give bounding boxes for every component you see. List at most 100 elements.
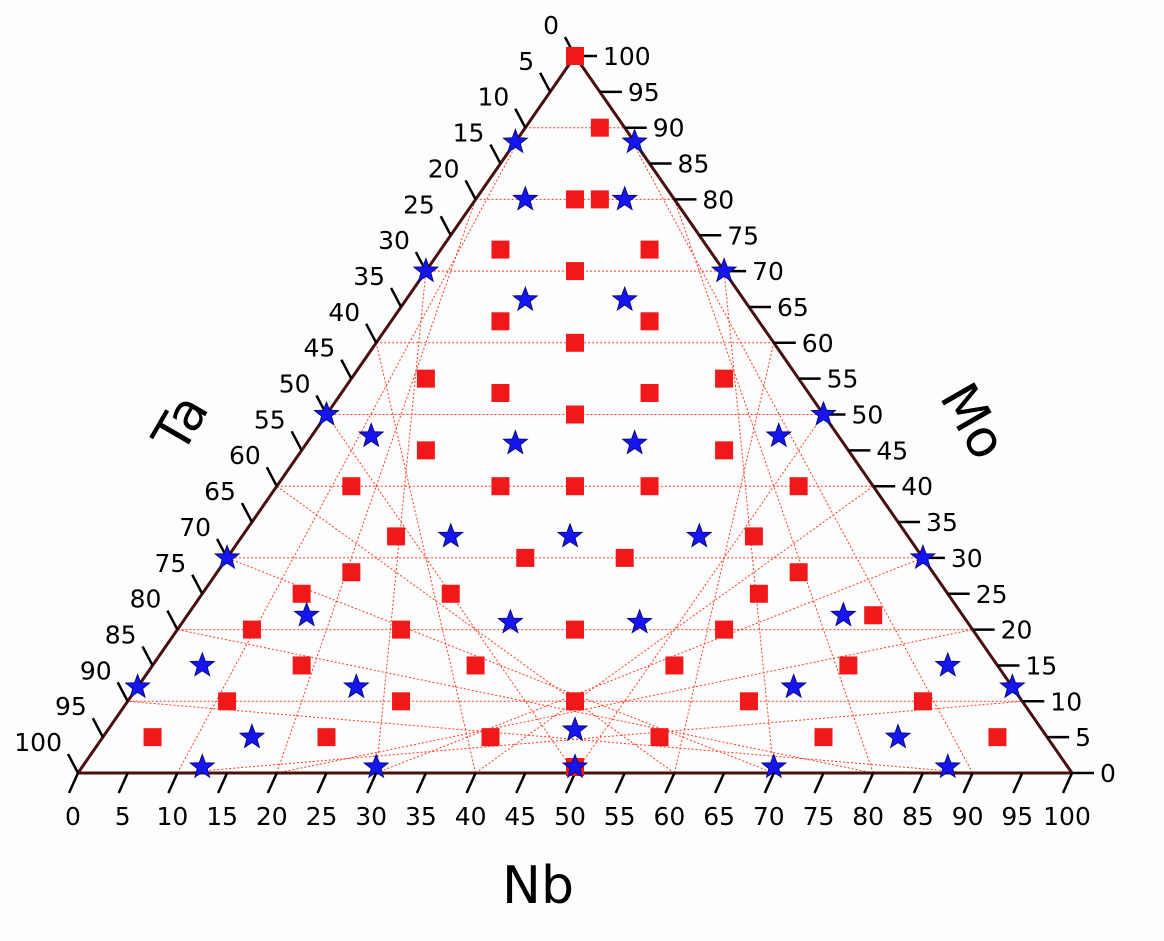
data-point-square [392, 692, 411, 711]
tick-label-bottom: 75 [803, 802, 835, 831]
tick-label-right: 20 [1001, 616, 1033, 645]
tick-left [66, 753, 80, 774]
data-point-star [362, 753, 390, 779]
tick-label-left: 85 [105, 620, 137, 649]
tick-label-right: 80 [702, 185, 734, 214]
tick-left [290, 430, 303, 451]
gridline-diagonal-down [673, 342, 775, 774]
tick-label-left: 5 [518, 47, 534, 76]
tick-label-right: 75 [727, 221, 759, 250]
tick-label-left: 0 [543, 11, 559, 40]
gridline-diagonal-up [226, 557, 774, 774]
data-point-star [343, 673, 370, 699]
data-point-star [437, 522, 464, 548]
tick-label-bottom: 95 [1001, 802, 1033, 831]
data-point-star [313, 400, 340, 426]
tick-label-left: 10 [477, 83, 509, 112]
tick-bottom [863, 772, 875, 794]
tick-label-left: 80 [130, 585, 162, 614]
data-point-star [626, 608, 653, 634]
data-point-square [416, 441, 435, 460]
axis-title-mo: Mo [928, 373, 1018, 469]
data-point-square [566, 47, 584, 65]
data-point-star [621, 128, 648, 154]
tick-label-right: 95 [628, 78, 660, 107]
gridline-diagonal-down [574, 414, 824, 774]
grid [127, 127, 1023, 774]
data-point-square [749, 584, 768, 603]
tick-bottom [415, 772, 428, 794]
tick-label-right: 45 [876, 436, 908, 465]
data-point-star [909, 543, 937, 570]
tick-label-bottom: 0 [65, 802, 81, 831]
tick-label-left: 25 [403, 190, 435, 219]
tick-bottom [962, 772, 974, 794]
data-point-star [512, 285, 539, 312]
tick-left [389, 287, 403, 308]
data-point-star [934, 753, 961, 779]
tick-label-bottom: 70 [753, 802, 785, 831]
tick-label-bottom: 40 [455, 802, 487, 831]
tick-label-left: 90 [80, 656, 112, 685]
tick-labels: 0005551010101515152020202525253030303535… [14, 11, 1116, 831]
tick-left [265, 466, 278, 487]
data-point-square [640, 477, 659, 496]
tick-label-bottom: 90 [952, 802, 984, 831]
tick-bottom [564, 772, 577, 794]
tick-bottom [912, 772, 925, 794]
data-point-star [686, 522, 713, 548]
tick-label-bottom: 35 [405, 802, 437, 831]
tick-label-bottom: 60 [653, 802, 685, 831]
data-point-square [650, 728, 669, 747]
tick-label-left: 40 [328, 298, 360, 327]
data-point-square [481, 728, 500, 747]
gridline-diagonal-down [673, 199, 874, 774]
tick-label-bottom: 25 [306, 802, 338, 831]
tick-label-right: 55 [827, 365, 859, 394]
data-point-square [590, 190, 609, 209]
tick-label-right: 35 [926, 508, 958, 537]
data-point-square [416, 369, 435, 388]
data-point-star [934, 651, 961, 677]
tick-label-bottom: 20 [256, 802, 288, 831]
axis-title-ta: Ta [141, 385, 221, 464]
data-point-star [884, 723, 912, 749]
tick-label-left: 50 [279, 370, 311, 399]
tick-left [141, 645, 154, 667]
data-point-square [317, 728, 336, 747]
gridline-diagonal-up [127, 700, 973, 774]
gridline-diagonal-up [276, 485, 675, 774]
tick-left [464, 179, 477, 200]
tick-label-right: 100 [603, 42, 651, 71]
data-point-star [611, 285, 638, 312]
tick-bottom [763, 772, 775, 794]
data-point-star [124, 673, 151, 699]
tick-label-bottom: 15 [206, 802, 238, 831]
gridline-diagonal-down [475, 485, 874, 774]
data-point-square [292, 584, 311, 603]
data-point-square [491, 383, 510, 402]
tick-left [91, 717, 104, 738]
data-point-square [441, 584, 460, 603]
tick-label-right: 65 [777, 293, 809, 322]
data-point-star [760, 753, 788, 779]
gridline-diagonal-down [177, 700, 1023, 774]
tick-left [489, 143, 502, 165]
data-point-square [839, 656, 858, 675]
tick-bottom [167, 772, 179, 794]
data-point-square [715, 369, 734, 388]
data-point-square [292, 656, 311, 675]
data-point-star [189, 651, 216, 677]
tick-label-bottom: 100 [1043, 802, 1091, 831]
tick-left [116, 681, 129, 702]
data-point-square [715, 620, 734, 639]
tick-label-bottom: 50 [554, 802, 586, 831]
gridline-diagonal-down [276, 629, 973, 774]
data-point-square [615, 548, 634, 567]
data-point-star [502, 429, 529, 455]
tick-label-right: 70 [752, 257, 784, 286]
tick-label-left: 60 [229, 441, 261, 470]
tick-label-right: 5 [1075, 723, 1091, 752]
data-point-square [566, 262, 584, 281]
tick-left [365, 323, 378, 344]
